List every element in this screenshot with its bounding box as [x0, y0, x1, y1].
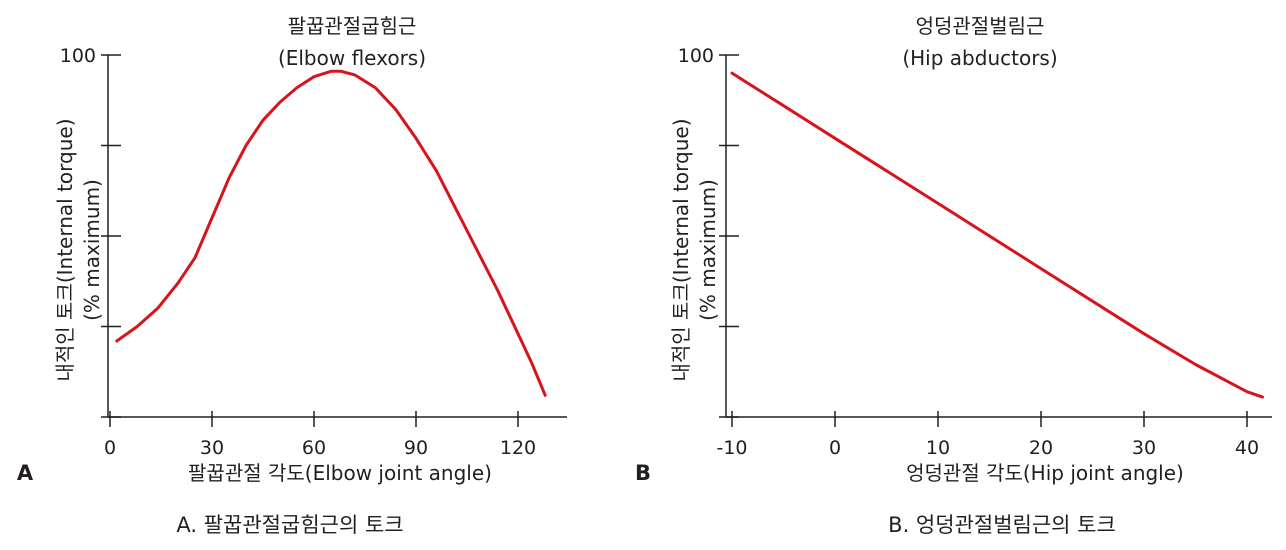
chart-title: 팔꿉관절굽힘근 [288, 14, 417, 38]
x-tick-label: 0 [104, 437, 116, 459]
x-tick-label: 40 [1235, 437, 1259, 459]
x-tick-label: 30 [200, 437, 224, 459]
panel-caption: B. 엉덩관절벌림근의 토크 [888, 513, 1116, 537]
x-tick-label: 120 [500, 437, 536, 459]
series-line [730, 71, 1264, 399]
x-tick-label: 30 [1132, 437, 1156, 459]
chart-subtitle: (Hip abductors) [902, 46, 1057, 70]
chart-panel-b: 100 -10 0 10 20 30 40 엉덩관절벌림근 (Hip abductors) 내적인… [635, 14, 1272, 537]
panel-letter: B [635, 461, 651, 485]
chart-subtitle: (Elbow flexors) [278, 46, 426, 70]
y-axis-label: 내적인 토크(Internal torque) [669, 118, 693, 381]
y-axis-label-unit: (% maximum) [696, 179, 720, 321]
x-tick-label: 90 [404, 437, 428, 459]
panel-caption: A. 팔꿉관절굽힘근의 토크 [176, 513, 403, 537]
panel-letter: A [17, 461, 34, 485]
x-axis-label: 팔꿉관절 각도(Elbow joint angle) [188, 461, 492, 485]
x-tick-label: 60 [302, 437, 326, 459]
x-axis-label: 엉덩관절 각도(Hip joint angle) [906, 461, 1184, 485]
y-axis-label-unit: (% maximum) [80, 179, 104, 321]
y-tick-label: 100 [60, 45, 96, 67]
x-tick-label: 0 [829, 437, 841, 459]
series-line [115, 69, 547, 397]
x-tick-label: 20 [1029, 437, 1053, 459]
chart-title: 엉덩관절벌림근 [916, 14, 1045, 38]
y-axis-label: 내적인 토크(Internal torque) [53, 118, 77, 381]
chart-panel-a: 100 0 30 60 90 120 팔꿉관절굽힘근 (Elbow flexors) 내적인 토… [17, 14, 567, 537]
x-tick-label: 10 [926, 437, 950, 459]
y-tick-label: 100 [678, 45, 714, 67]
x-tick-label: -10 [716, 437, 747, 459]
